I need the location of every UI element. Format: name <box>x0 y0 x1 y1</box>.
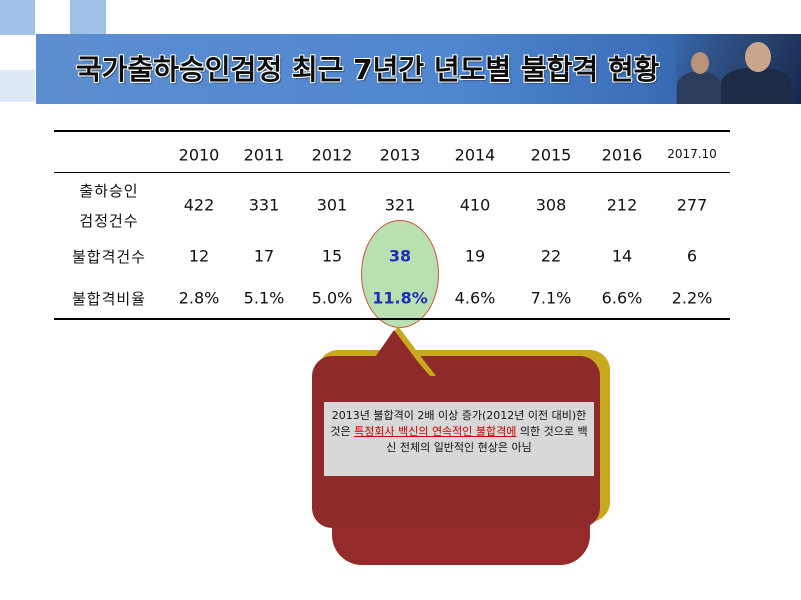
decor-square <box>0 0 35 35</box>
table-cell: 2.2% <box>671 288 713 308</box>
year-header: 2011 <box>243 145 285 165</box>
year-header: 2013 <box>379 145 421 165</box>
table-cell: 212 <box>606 195 638 215</box>
highlight-oval-2013 <box>361 220 439 328</box>
note-text: 2013년 불합격이 2배 이상 증가(2012년 이전 대비)한 것은 <box>330 409 587 438</box>
note-text-end: 의한 것으로 백신 전체의 일반적인 현상은 아님 <box>386 425 588 454</box>
table-cell: 22 <box>540 246 562 266</box>
row-label-failures: 불합격건수 <box>71 248 146 266</box>
table-cell-highlight: 11.8% <box>372 288 428 308</box>
decor-square <box>70 0 106 35</box>
table-cell: 5.1% <box>243 288 285 308</box>
business-people-photo <box>676 34 801 104</box>
table-cell: 321 <box>384 195 416 215</box>
year-header: 2010 <box>178 145 220 165</box>
table-cell: 7.1% <box>530 288 572 308</box>
table-cell-highlight: 38 <box>388 246 412 266</box>
year-header: 2015 <box>530 145 572 165</box>
table-cell: 6.6% <box>601 288 643 308</box>
row-label-failure-rate: 불합격비율 <box>71 290 146 308</box>
header-divider <box>54 172 730 173</box>
year-header: 2012 <box>311 145 353 165</box>
table-cell: 6 <box>686 246 698 266</box>
callout-pointer <box>362 326 436 376</box>
table-cell: 422 <box>183 195 215 215</box>
year-header: 2014 <box>454 145 496 165</box>
decor-square <box>0 70 35 102</box>
table-cell: 410 <box>459 195 491 215</box>
year-header: 2016 <box>601 145 643 165</box>
title-banner: 국가출하승인검정 최근 7년간 년도별 불합격 현황 <box>36 34 801 104</box>
row-label-inspections: 출하승인 <box>79 182 139 200</box>
table-cell: 5.0% <box>311 288 353 308</box>
page-title: 국가출하승인검정 최근 7년간 년도별 불합격 현황 <box>76 53 660 86</box>
table-cell: 4.6% <box>454 288 496 308</box>
table-cell: 19 <box>464 246 486 266</box>
table-cell: 17 <box>253 246 275 266</box>
table-cell: 12 <box>188 246 210 266</box>
table-cell: 308 <box>535 195 567 215</box>
note-emphasis: 특정회사 백신의 연속적인 불합격에 <box>354 425 517 438</box>
year-header: 2017.10 <box>667 147 717 161</box>
table-cell: 14 <box>611 246 633 266</box>
table-cell: 331 <box>248 195 280 215</box>
row-label-inspections-2: 검정건수 <box>79 212 139 230</box>
table-cell: 2.8% <box>178 288 220 308</box>
table-cell: 277 <box>676 195 708 215</box>
table-cell: 15 <box>321 246 343 266</box>
inspection-table: 2010 2011 2012 2013 2014 2015 2016 2017.… <box>54 130 730 320</box>
table-cell: 301 <box>316 195 348 215</box>
callout-note: 2013년 불합격이 2배 이상 증가(2012년 이전 대비)한 것은 특정회… <box>324 402 594 476</box>
